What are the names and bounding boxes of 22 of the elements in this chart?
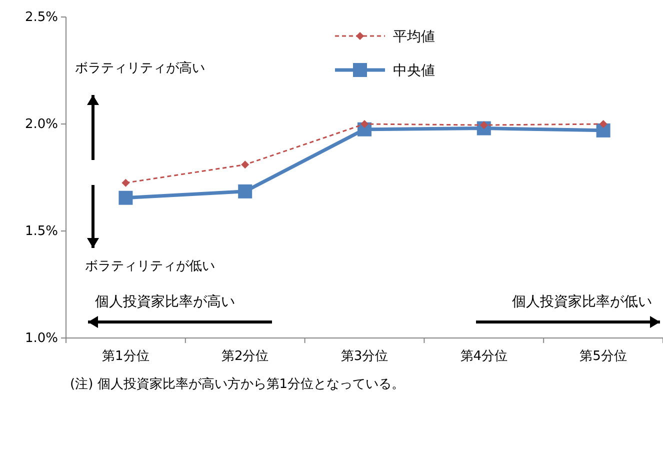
y-tick-label: 1.5% [24,224,58,239]
annotation: 個人投資家比率が低い [512,294,652,310]
y-tick-label: 2.5% [24,10,58,25]
point [360,120,368,128]
point [122,178,130,187]
x-tick-label: 第1分位 [102,349,150,364]
annotation: ボラティリティが高い [75,60,205,76]
x-tick-label: 第5分位 [580,349,627,364]
x-tick-label: 第2分位 [221,349,269,364]
point [599,120,608,128]
y-tick-label: 1.0% [24,331,58,346]
text: (注) 個人投資家比率が高い方から第1分位となっている。 [70,376,405,392]
annotation: 個人投資家比率が高い [95,294,235,310]
legend-label: 中央値 [393,63,435,79]
point [118,190,133,205]
point [238,184,252,198]
x-tick-label: 第3分位 [340,349,388,364]
y-tick-label: 2.0% [24,117,58,132]
x-tick-label: 第4分位 [460,349,508,364]
point [241,160,250,169]
legend-label: 平均値 [393,29,435,45]
annotation: ボラティリティが低い [85,259,215,274]
